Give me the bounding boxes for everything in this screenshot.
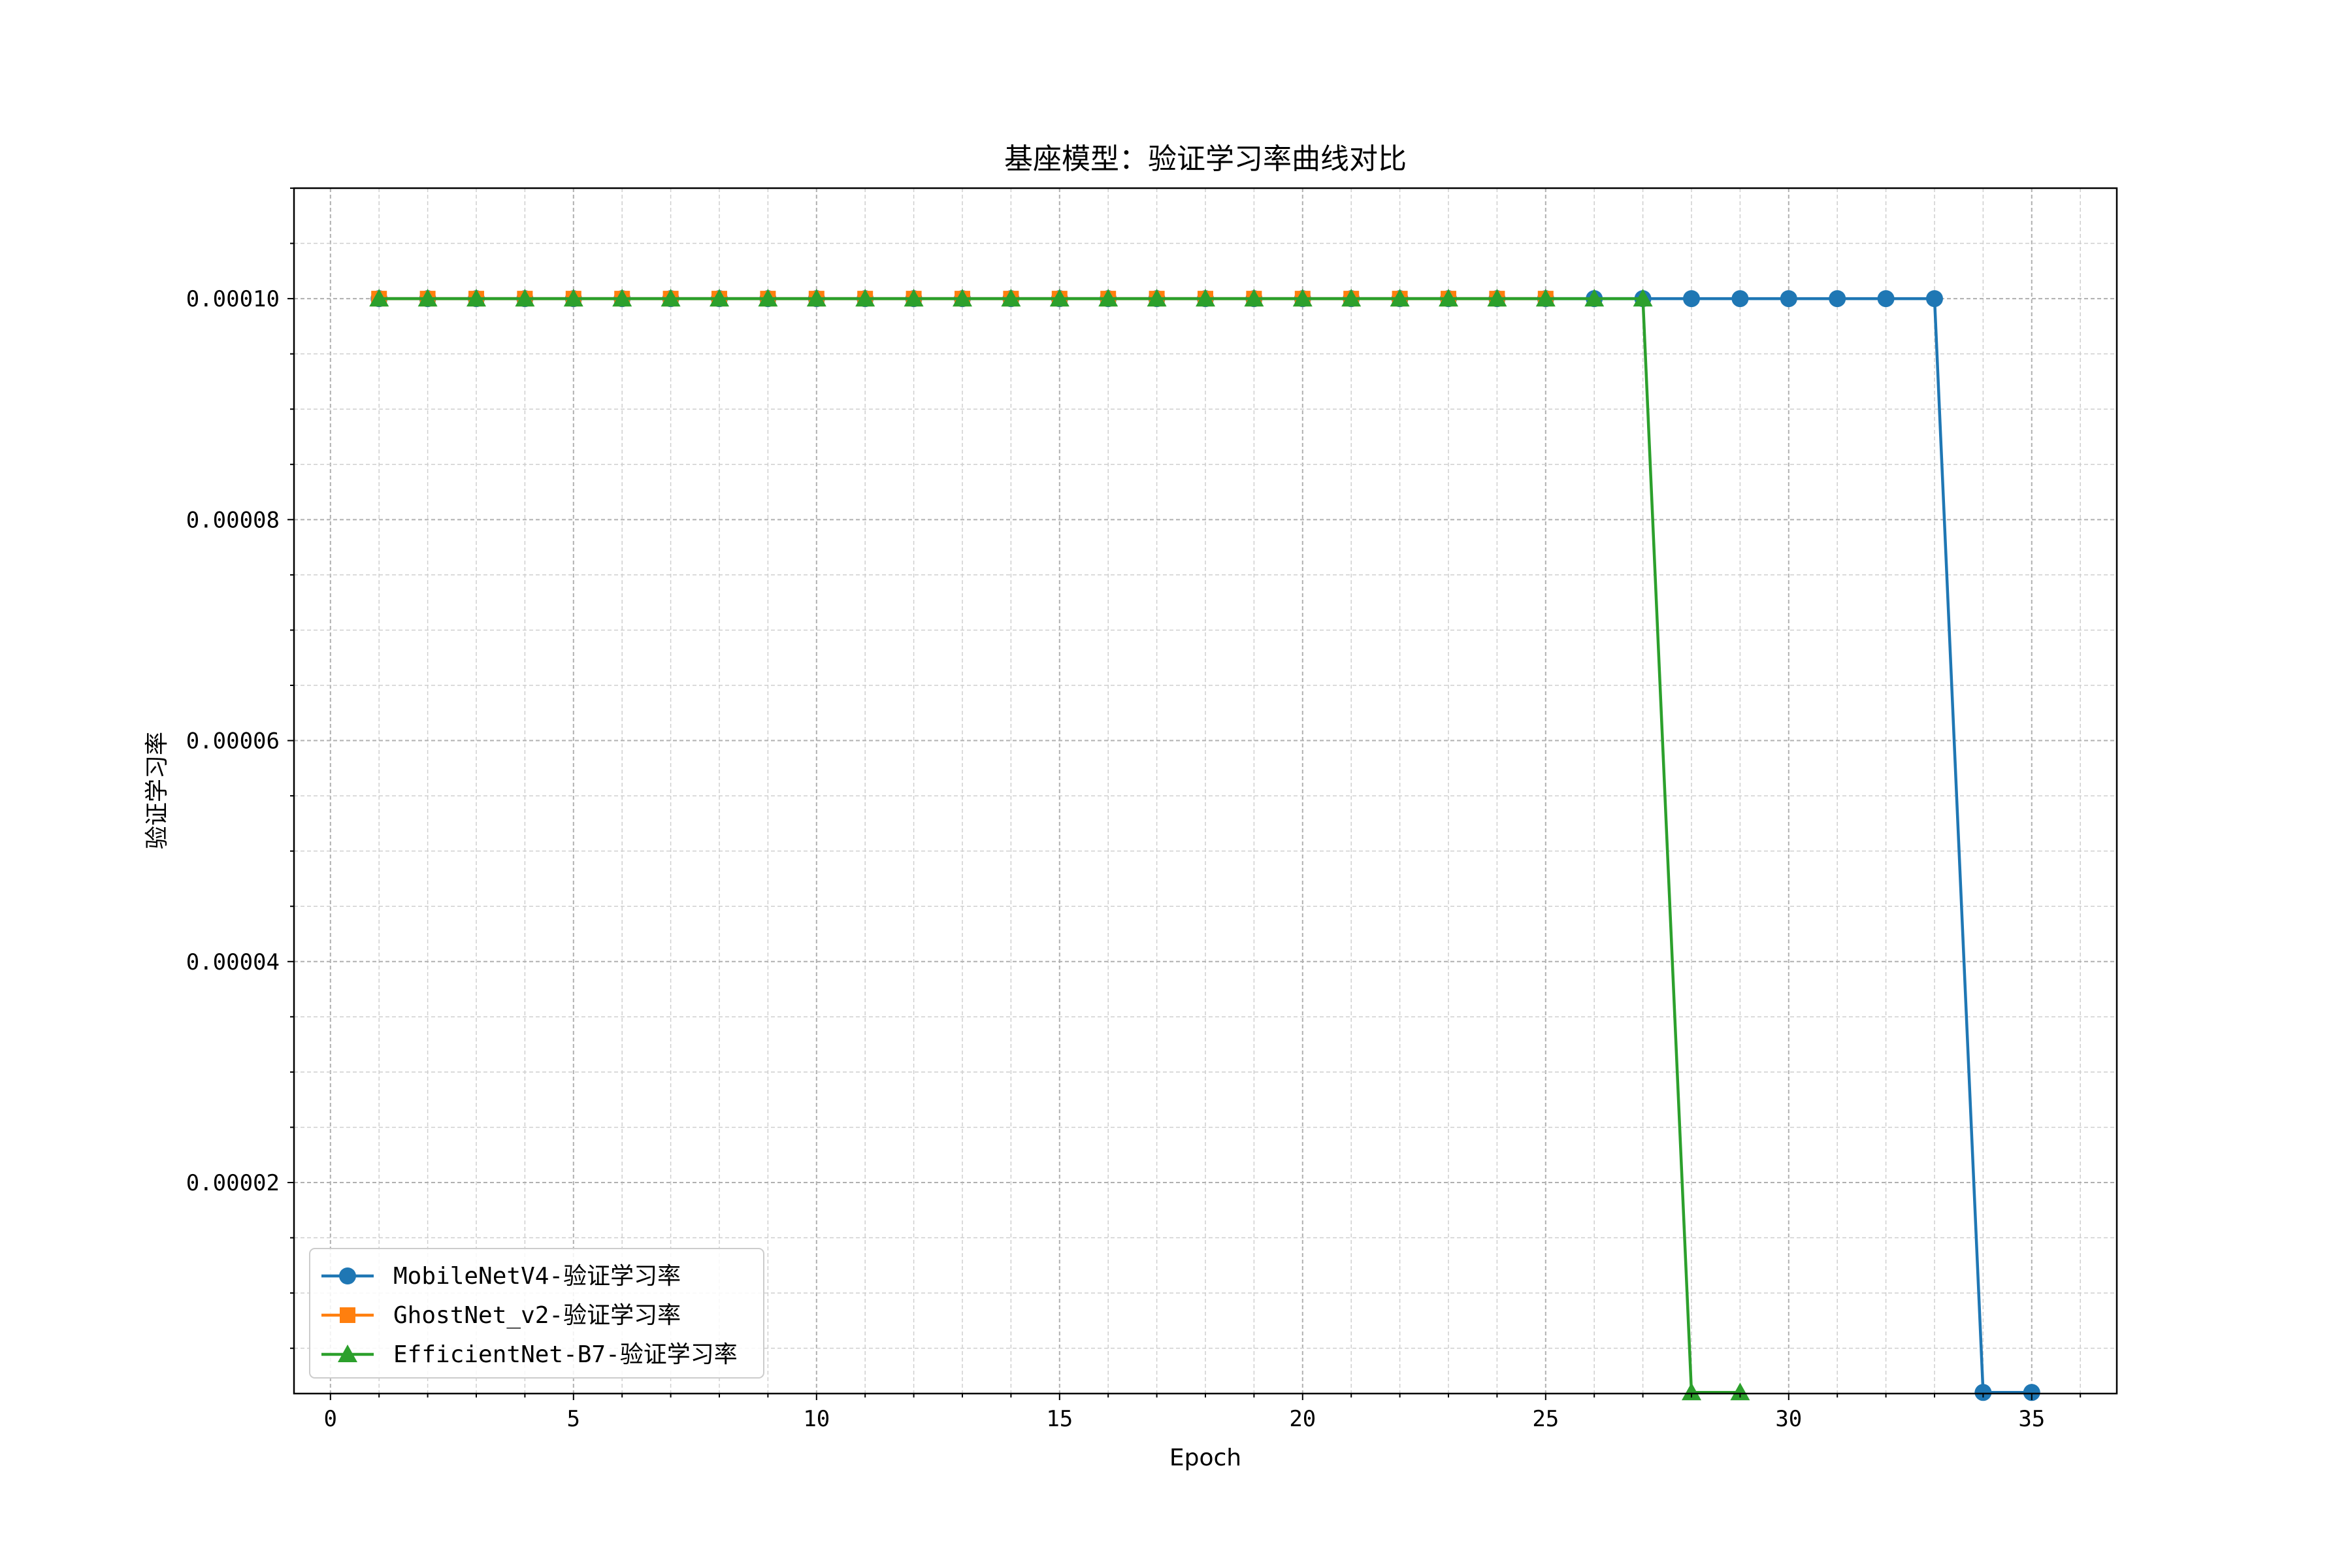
y-tick-label: 0.00004 — [186, 949, 280, 975]
data-point — [1633, 289, 1653, 307]
x-tick-label: 0 — [324, 1406, 337, 1432]
data-point — [1926, 290, 1943, 308]
legend-entry: EfficientNet-B7-验证学习率 — [321, 1341, 738, 1368]
legend-box — [309, 1248, 764, 1379]
data-point — [1244, 289, 1264, 307]
data-point — [1584, 289, 1605, 307]
data-point — [2023, 1384, 2040, 1401]
legend-entry: MobileNetV4-验证学习率 — [321, 1263, 681, 1290]
y-tick-label: 0.00006 — [186, 728, 280, 755]
data-point — [1730, 1382, 1750, 1401]
data-point — [855, 289, 875, 307]
data-point — [953, 289, 972, 307]
data-point — [1829, 290, 1846, 308]
x-axis-label: Epoch — [1169, 1445, 1241, 1471]
y-tick-label: 0.00008 — [186, 507, 280, 533]
legend-label: EfficientNet-B7-验证学习率 — [393, 1341, 738, 1368]
axis-ticks: 0 5 10 15 20 25 30 35 0.00002 0.00004 0.00006 0.000… — [186, 188, 2082, 1432]
y-tick-label: 0.00010 — [186, 286, 280, 312]
x-tick-label: 5 — [567, 1406, 580, 1432]
data-point — [1683, 290, 1700, 308]
legend-entry: GhostNet_v2-验证学习率 — [321, 1302, 681, 1329]
x-tick-label: 25 — [1532, 1406, 1559, 1432]
data-point — [661, 289, 681, 307]
data-point — [1439, 289, 1458, 307]
legend-label: MobileNetV4-验证学习率 — [393, 1263, 681, 1290]
data-point — [1390, 289, 1410, 307]
data-point — [1292, 289, 1313, 307]
x-tick-label: 20 — [1289, 1406, 1316, 1432]
series-3 — [369, 289, 1750, 1401]
legend-marker — [340, 1307, 355, 1323]
data-point — [1049, 289, 1070, 307]
data-point — [1682, 1382, 1701, 1401]
y-axis-label: 验证学习率 — [144, 732, 171, 849]
data-point — [466, 289, 486, 307]
y-tick-label: 0.00002 — [186, 1170, 280, 1196]
data-point — [1487, 289, 1507, 307]
data-point — [369, 289, 389, 307]
data-point — [758, 289, 778, 307]
data-point — [612, 289, 632, 307]
x-tick-label: 30 — [1775, 1406, 1802, 1432]
legend-label: GhostNet_v2-验证学习率 — [393, 1302, 681, 1329]
data-point — [1535, 289, 1556, 307]
data-point — [515, 289, 535, 307]
x-tick-label: 10 — [803, 1406, 830, 1432]
data-point — [417, 289, 438, 307]
data-point — [904, 289, 924, 307]
data-point — [1780, 290, 1797, 308]
chart-title: 基座模型：验证学习率曲线对比 — [1004, 142, 1407, 176]
data-point — [1974, 1384, 1992, 1401]
legend-marker — [338, 1345, 357, 1362]
series-layer — [369, 289, 2040, 1401]
data-point — [1001, 289, 1021, 307]
grid-lines — [294, 188, 2117, 1394]
data-point — [1098, 289, 1119, 307]
x-tick-label: 15 — [1046, 1406, 1073, 1432]
data-point — [806, 289, 826, 307]
data-point — [563, 289, 583, 307]
data-point — [1731, 290, 1749, 308]
legend: MobileNetV4-验证学习率 GhostNet_v2-验证学习率 Effici… — [309, 1248, 764, 1379]
data-point — [1196, 289, 1215, 307]
data-point — [710, 289, 729, 307]
data-point — [1147, 289, 1167, 307]
x-tick-label: 35 — [2018, 1406, 2045, 1432]
data-point — [1341, 289, 1362, 307]
legend-marker — [339, 1267, 356, 1284]
data-point — [1877, 290, 1895, 308]
